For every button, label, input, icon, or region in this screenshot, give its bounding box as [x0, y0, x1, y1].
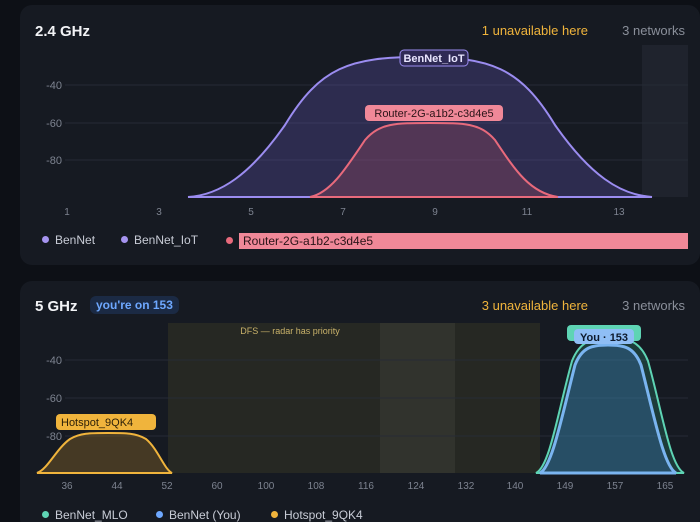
legend-label: Router-2G-a1b2-c3d4e5 — [239, 233, 688, 249]
band-2g-unavailable[interactable]: 1 unavailable here — [481, 23, 588, 38]
y-tick-label: -60 — [46, 393, 62, 405]
band-2g-chart: -40 -60 -80 BenNet_IoT Router-2G-a1b2-c3… — [46, 45, 688, 218]
series-router-curve[interactable] — [309, 121, 559, 198]
y-tick-label: -60 — [46, 118, 62, 130]
y-tick-label: -40 — [46, 80, 62, 92]
band-2g-panel: 2.4 GHz 1 unavailable here 3 networks -4… — [20, 5, 700, 265]
series-bennet-you-curve[interactable] — [539, 343, 677, 475]
series-router-tag-bg — [365, 105, 503, 121]
legend-item-bennet-iot[interactable]: BenNet_IoT — [121, 233, 198, 247]
legend-label: BenNet — [55, 233, 96, 247]
legend-item-bennet[interactable]: BenNet — [42, 233, 95, 247]
band-2g-unavailable-region — [642, 45, 688, 197]
legend-dot — [42, 511, 49, 518]
band-5g-panel: 5 GHz you're on 153 3 unavailable here 3… — [20, 281, 700, 522]
dfs-note: DFS — radar has priority — [240, 326, 340, 336]
series-hotspot-curve[interactable] — [36, 432, 173, 474]
y-tick-label: -40 — [46, 355, 62, 367]
band-2g-legend: BenNet BenNet_IoT Router-2G-a1b2-c3d4e5 — [40, 233, 690, 249]
band-5g-network-count: 3 networks — [622, 298, 685, 313]
x-tick-label: 1 — [64, 207, 70, 218]
legend-item-bennet-mlo[interactable]: BenNet_MLO — [42, 508, 128, 522]
x-tick-label: 13 — [613, 207, 625, 218]
x-tick-label: 60 — [211, 481, 223, 492]
x-tick-label: 7 — [340, 207, 346, 218]
legend-dot — [121, 236, 128, 243]
series-hotspot-label[interactable]: Hotspot_9QK4 — [61, 417, 133, 429]
legend-dot — [226, 237, 233, 244]
legend-item-router[interactable]: Router-2G-a1b2-c3d4e5 — [226, 233, 688, 249]
band-5g-legend: BenNet_MLO BenNet (You) Hotspot_9QK4 — [40, 508, 690, 522]
x-tick-label: 132 — [458, 481, 475, 492]
legend-item-bennet-you[interactable]: BenNet (You) — [156, 508, 241, 522]
band-5g-unavailable[interactable]: 3 unavailable here — [481, 298, 588, 313]
legend-label: BenNet_IoT — [134, 233, 199, 247]
x-tick-label: 36 — [61, 481, 73, 492]
legend-dot — [42, 236, 49, 243]
series-bennet-you-tag-bg — [574, 329, 634, 344]
x-tick-label: 124 — [408, 481, 425, 492]
x-tick-label: 5 — [248, 207, 254, 218]
series-bennet-iot-tag-bg — [399, 49, 469, 67]
band-5g-title: 5 GHz — [35, 298, 78, 315]
x-tick-label: 11 — [522, 207, 533, 218]
y-tick-label: -80 — [46, 431, 62, 443]
series-bennet-you-label[interactable]: You · 153 — [580, 332, 628, 344]
x-tick-label: 100 — [258, 481, 275, 492]
band-5g-chart: DFS — radar has priority -40 -60 -80 Hot… — [36, 323, 688, 492]
band-2g-title: 2.4 GHz — [35, 23, 91, 40]
band-2g-network-count: 3 networks — [622, 23, 685, 38]
x-tick-label: 9 — [432, 207, 438, 218]
x-tick-label: 52 — [161, 481, 173, 492]
legend-label: Hotspot_9QK4 — [284, 508, 363, 522]
y-tick-label: -80 — [46, 155, 62, 167]
x-tick-label: 44 — [111, 481, 123, 492]
x-tick-label: 149 — [557, 481, 574, 492]
series-router-label[interactable]: Router-2G-a1b2-c3d4e5 — [374, 108, 493, 120]
x-tick-label: 140 — [507, 481, 524, 492]
current-channel-badge: you're on 153 — [90, 296, 179, 314]
series-bennet-iot-label[interactable]: BenNet_IoT — [403, 53, 464, 65]
legend-item-hotspot[interactable]: Hotspot_9QK4 — [271, 508, 363, 522]
x-tick-label: 108 — [308, 481, 325, 492]
legend-dot — [156, 511, 163, 518]
legend-label: BenNet (You) — [169, 508, 241, 522]
legend-dot — [271, 511, 278, 518]
x-tick-label: 3 — [156, 207, 162, 218]
x-tick-label: 116 — [358, 481, 374, 492]
legend-label: BenNet_MLO — [55, 508, 128, 522]
x-tick-label: 165 — [657, 481, 674, 492]
series-hotspot-tag-bg — [56, 414, 156, 430]
x-tick-label: 157 — [607, 481, 624, 492]
